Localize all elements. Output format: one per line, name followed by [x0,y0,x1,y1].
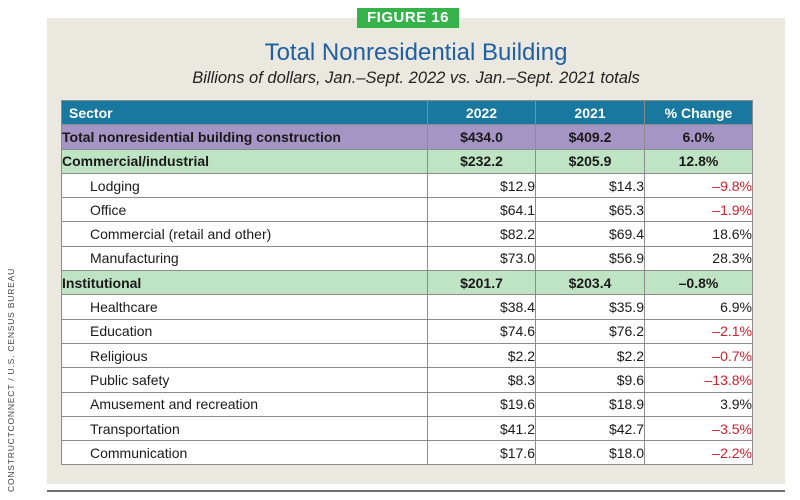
value-2021-cell: $409.2 [535,124,645,150]
percent-change-cell: 6.9% [644,294,753,320]
value-2022-cell: $2.2 [427,342,536,369]
value-2022-cell: $38.4 [427,294,536,320]
value-2022-cell: $73.0 [427,245,536,272]
figure-title: Total Nonresidential Building [264,39,568,66]
percent-change-cell: –0.7% [644,342,753,369]
percent-change-cell: 6.0% [644,124,753,150]
percent-change-cell: –0.8% [644,270,753,296]
value-2022-cell: $74.6 [427,318,536,344]
value-2022-cell: $17.6 [427,440,536,466]
source-credit: CONSTRUCTCONNECT / U.S. CENSUS BUREAU [6,267,16,492]
sector-cell: Religious [61,342,428,369]
percent-change-cell: 18.6% [644,221,753,247]
sector-cell: Total nonresidential building constructi… [61,124,428,150]
value-2022-cell: $64.1 [427,197,536,223]
sector-cell: Lodging [61,172,428,199]
percent-change-cell: 3.9% [644,391,753,417]
sector-cell: Amusement and recreation [61,391,428,417]
figure-subtitle: Billions of dollars, Jan.–Sept. 2022 vs.… [192,69,640,87]
value-2022-cell: $41.2 [427,415,536,442]
sector-cell: Commercial (retail and other) [61,221,428,247]
table-row: Transportation $41.2 $42.7 –3.5% [61,415,753,442]
value-2021-cell: $203.4 [535,270,645,296]
table-row: Manufacturing $73.0 $56.9 28.3% [61,245,753,272]
sector-cell: Institutional [61,270,428,296]
value-2022-cell: $434.0 [427,124,536,150]
value-2022-cell: $232.2 [427,148,536,174]
header-sector: Sector [61,99,428,126]
table-row: Amusement and recreation $19.6 $18.9 3.9% [61,391,753,417]
percent-change-cell: –2.2% [644,440,753,466]
sector-cell: Commercial/industrial [61,148,428,174]
sector-cell: Manufacturing [61,245,428,272]
value-2021-cell: $18.9 [535,391,645,417]
sector-cell: Communication [61,440,428,466]
value-2021-cell: $42.7 [535,415,645,442]
table-row: Total nonresidential building constructi… [61,124,753,150]
header-2022: 2022 [427,99,536,126]
sector-cell: Transportation [61,415,428,442]
data-table: Sector 2022 2021 % Change Total nonresid… [61,99,753,466]
bottom-divider [47,490,785,492]
value-2021-cell: $69.4 [535,221,645,247]
percent-change-cell: –2.1% [644,318,753,344]
header-percent-change: % Change [644,99,753,126]
table-row: Commercial (retail and other) $82.2 $69.4 1… [61,221,753,247]
value-2022-cell: $201.7 [427,270,536,296]
sector-cell: Healthcare [61,294,428,320]
percent-change-cell: –1.9% [644,197,753,223]
table-row: Religious $2.2 $2.2 –0.7% [61,342,753,369]
value-2021-cell: $9.6 [535,367,645,393]
value-2021-cell: $56.9 [535,245,645,272]
table-row: Commercial/industrial $232.2 $205.9 12.8% [61,148,753,174]
value-2021-cell: $14.3 [535,172,645,199]
table-header-row: Sector 2022 2021 % Change [61,99,753,126]
percent-change-cell: –3.5% [644,415,753,442]
percent-change-cell: –9.8% [644,172,753,199]
table-row: Education $74.6 $76.2 –2.1% [61,318,753,344]
table-row: Healthcare $38.4 $35.9 6.9% [61,294,753,320]
value-2021-cell: $18.0 [535,440,645,466]
value-2022-cell: $19.6 [427,391,536,417]
table-row: Institutional $201.7 $203.4 –0.8% [61,270,753,296]
value-2022-cell: $82.2 [427,221,536,247]
value-2021-cell: $205.9 [535,148,645,174]
sector-cell: Education [61,318,428,344]
figure-label-badge: FIGURE 16 [357,8,459,28]
sector-cell: Public safety [61,367,428,393]
header-2021: 2021 [535,99,645,126]
table-row: Communication $17.6 $18.0 –2.2% [61,440,753,466]
percent-change-cell: –13.8% [644,367,753,393]
value-2022-cell: $8.3 [427,367,536,393]
value-2021-cell: $2.2 [535,342,645,369]
value-2022-cell: $12.9 [427,172,536,199]
table-row: Lodging $12.9 $14.3 –9.8% [61,172,753,199]
percent-change-cell: 28.3% [644,245,753,272]
sector-cell: Office [61,197,428,223]
table-body: Total nonresidential building constructi… [61,124,753,466]
table-row: Public safety $8.3 $9.6 –13.8% [61,367,753,393]
value-2021-cell: $35.9 [535,294,645,320]
percent-change-cell: 12.8% [644,148,753,174]
table-row: Office $64.1 $65.3 –1.9% [61,197,753,223]
value-2021-cell: $65.3 [535,197,645,223]
value-2021-cell: $76.2 [535,318,645,344]
